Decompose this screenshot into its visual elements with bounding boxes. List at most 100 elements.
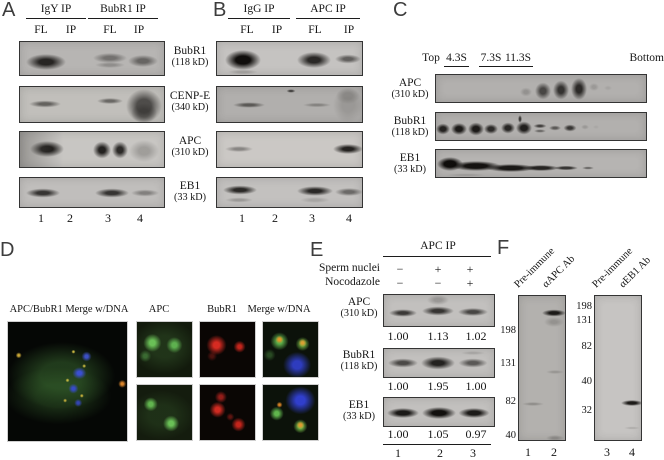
gel-f-apc	[518, 295, 566, 441]
lane-number: 1	[395, 446, 401, 460]
protein-size: (310 kD)	[340, 308, 378, 319]
lane-number: 3	[309, 211, 315, 225]
panel-a-group-header-igy: IgY IP	[26, 3, 86, 19]
lane-number: 3	[105, 211, 111, 225]
protein-name: EB1	[348, 399, 370, 411]
protein-size: (310 kD)	[391, 89, 429, 100]
blot-b-apc	[216, 131, 363, 168]
lane-overline	[383, 444, 491, 445]
quant-value: 1.05	[427, 427, 449, 441]
protein-size: (310 kD)	[171, 147, 209, 158]
protein-name: EB1	[399, 152, 421, 164]
fluorescence-image-bubr1-bottom	[200, 385, 255, 440]
blot-e-eb1	[383, 397, 495, 427]
condition-label-nocodazole: Nocodazole	[325, 276, 380, 288]
panel-a-col-fl-1: FL	[34, 24, 48, 36]
mw-marker: 198	[576, 301, 592, 312]
fluorescence-image-merge-top	[263, 322, 318, 377]
blot-c-bubr1	[435, 112, 647, 141]
condition-label-sperm-nuclei: Sperm nuclei	[319, 262, 380, 274]
panel-d-letter: D	[0, 239, 15, 261]
row-label-bubr1: BubR1 (118 kD)	[388, 115, 432, 138]
row-label-eb1: EB1 (33 kD)	[388, 152, 432, 175]
lane-number: 3	[604, 445, 610, 459]
quant-value: 0.97	[465, 427, 487, 441]
image-label-merge-large: APC/BubR1 Merge w/DNA	[9, 304, 129, 315]
blot-b-bubr1	[216, 41, 363, 76]
panel-b-group-header-igg: IgG IP	[228, 3, 290, 19]
header-underline	[383, 256, 491, 257]
protein-size: (118 kD)	[391, 127, 429, 138]
panel-f-letter: F	[497, 237, 510, 259]
mw-marker: 82	[505, 396, 517, 407]
panel-b-col-fl-2: FL	[308, 24, 322, 36]
fraction-label-4-3s: 4.3S	[444, 52, 469, 67]
row-label-apc: APC (310 kD)	[388, 77, 432, 100]
blot-e-apc	[383, 294, 495, 327]
gradient-bottom-label: Bottom	[629, 52, 664, 64]
lane-number: 3	[470, 446, 476, 460]
protein-size: (118 kD)	[171, 57, 209, 68]
blot-a-eb1	[19, 177, 165, 208]
image-label-bubr1: BubR1	[207, 304, 237, 315]
mw-marker: 198	[500, 325, 516, 336]
panel-b-letter: B	[213, 0, 227, 21]
fluorescence-image-merge-bottom	[263, 385, 318, 440]
lane-number: 1	[239, 211, 245, 225]
fluorescence-image-apc-bottom	[137, 385, 192, 440]
protein-size: (33 kD)	[174, 192, 206, 203]
panel-a-col-ip-2: IP	[133, 24, 145, 36]
lane-number: 4	[629, 445, 635, 459]
protein-size: (118 kD)	[340, 361, 378, 372]
fluorescence-image-apc-top	[137, 322, 192, 377]
protein-name: CENP-E	[169, 90, 211, 102]
blot-a-cenpe	[19, 86, 165, 123]
panel-a-col-ip-1: IP	[65, 24, 77, 36]
panel-b-col-ip-2: IP	[343, 24, 355, 36]
protein-size: (33 kD)	[343, 411, 375, 422]
panel-a-letter: A	[2, 0, 16, 21]
condition-value: +	[466, 262, 474, 276]
lane-number: 2	[67, 211, 73, 225]
mw-marker: 82	[581, 341, 593, 352]
lane-number: 4	[346, 211, 352, 225]
blot-c-eb1	[435, 149, 647, 178]
panel-a-col-fl-2: FL	[103, 24, 117, 36]
blot-a-apc	[19, 131, 165, 168]
mw-marker: 131	[576, 315, 592, 326]
blot-b-cenpe	[216, 86, 363, 123]
image-label-merge: Merge w/DNA	[247, 304, 311, 315]
mw-marker: 32	[581, 405, 593, 416]
panel-e-header: APC IP	[420, 240, 456, 252]
panel-e-letter: E	[310, 239, 324, 261]
fraction-label-7-3s: 7.3S	[479, 52, 503, 67]
panel-b-col-ip-1: IP	[271, 24, 283, 36]
protein-name: EB1	[179, 180, 201, 192]
quant-value: 1.13	[427, 329, 449, 343]
row-label-bubr1: BubR1 (118 kD)	[164, 45, 216, 68]
protein-name: BubR1	[393, 115, 427, 127]
condition-value: +	[434, 262, 442, 276]
mw-marker: 131	[500, 358, 516, 369]
lane-number: 1	[38, 211, 44, 225]
fluorescence-image-bubr1-top	[200, 322, 255, 377]
lane-number: 2	[437, 446, 443, 460]
condition-value: −	[396, 276, 404, 290]
condition-value: −	[434, 276, 442, 290]
protein-name: APC	[178, 135, 202, 147]
lane-number: 2	[551, 445, 557, 459]
panel-c-letter: C	[393, 0, 408, 21]
quant-value: 1.00	[387, 379, 409, 393]
mw-marker: 40	[505, 430, 517, 441]
protein-name: APC	[347, 296, 371, 308]
fraction-label-11-3s: 11.3S	[503, 52, 533, 67]
row-label-bubr1: BubR1 (118 kD)	[336, 349, 382, 372]
image-label-apc: APC	[148, 304, 170, 315]
quant-value: 1.02	[465, 329, 487, 343]
condition-value: −	[396, 262, 404, 276]
blot-c-apc	[435, 74, 647, 103]
quant-value: 1.00	[465, 379, 487, 393]
panel-a-group-header-bubr1: BubR1 IP	[88, 3, 158, 19]
gradient-top-label: Top	[422, 52, 440, 64]
